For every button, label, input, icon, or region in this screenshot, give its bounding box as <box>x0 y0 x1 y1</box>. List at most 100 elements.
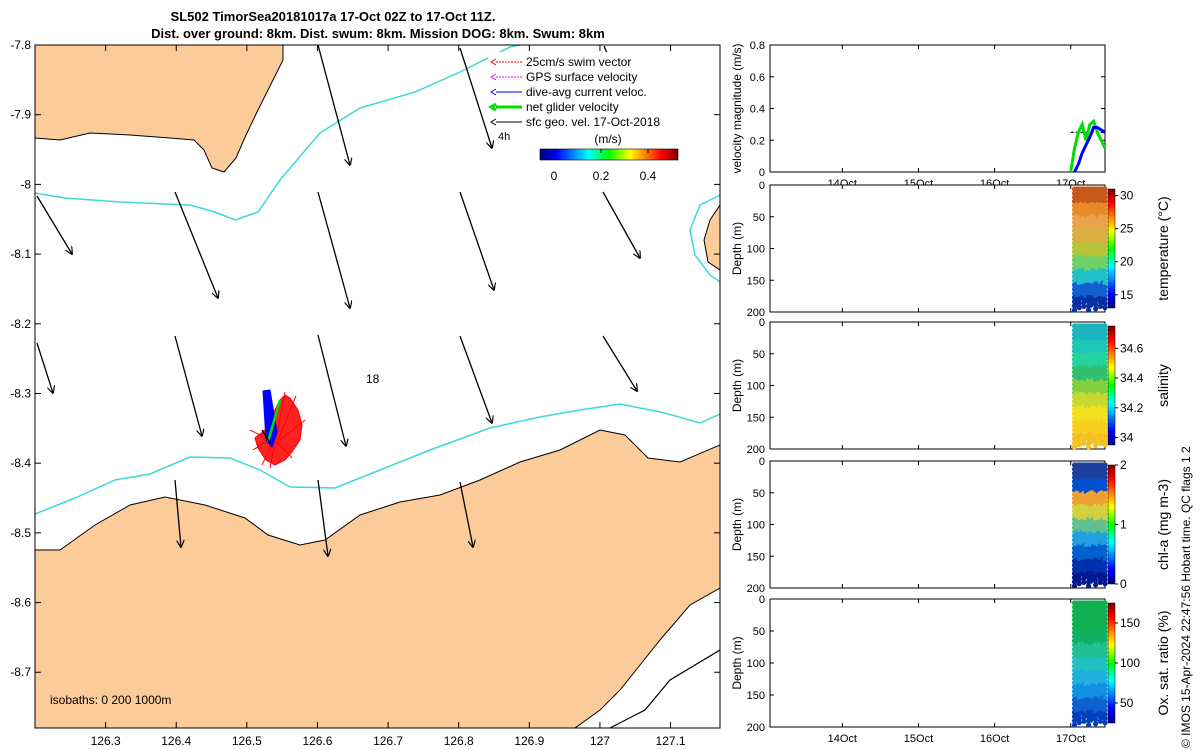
map-colorbar-tick-label: 0.2 <box>593 169 610 183</box>
colorbar-tick-label: 100 <box>1120 656 1140 670</box>
profile-point <box>1102 503 1108 509</box>
map-colorbar-tick-label: 0.4 <box>640 169 657 183</box>
legend-arrowhead <box>488 102 497 112</box>
profile-point <box>1102 654 1108 660</box>
panel-y-tick-label: 0 <box>759 180 765 192</box>
profile-point <box>1102 352 1108 358</box>
isobath-note: isobaths: 0 200 1000m <box>50 693 171 707</box>
profile-point <box>1102 478 1108 484</box>
panel-0: 14Oct 15Oct 16Oct 17Oct00.20.40.60.8velocit… <box>730 40 1107 190</box>
isobath-1000-south <box>609 649 720 728</box>
profile-point <box>1081 579 1087 586</box>
profile-point <box>1102 699 1108 705</box>
colorbar-tick-label: 25 <box>1120 222 1134 236</box>
profile-point <box>1102 239 1108 245</box>
panel-3: 0 50 100 150 200 Depth (m) 0 1 2 chl-a (mg m-3) <box>730 456 1171 595</box>
panel-frame <box>769 460 1106 589</box>
map-y-tick-label: -8.1 <box>10 247 31 261</box>
profile-point <box>1102 190 1108 196</box>
panel-y-tick-label: 100 <box>747 658 765 670</box>
panel-y-label: velocity magnitude (m/s) <box>730 43 744 173</box>
panel-y-tick-label: 0.4 <box>750 104 765 116</box>
profile-point <box>1102 409 1108 415</box>
map-y-tick-label: -8.6 <box>10 596 31 610</box>
profile-point <box>1102 202 1108 208</box>
panel-y-tick-label: 50 <box>753 212 765 224</box>
profile-point <box>1102 231 1108 237</box>
profile-point <box>1102 372 1108 378</box>
panel-y-tick-label: 100 <box>747 381 765 393</box>
credit-text: © IMOS 15-Apr-2024 22:47:56 Hobart time.… <box>1179 446 1193 748</box>
profile-point <box>1093 443 1099 449</box>
profile-point <box>1102 544 1108 550</box>
profile-point <box>1102 552 1108 558</box>
profile-point <box>1102 536 1108 542</box>
panel-y-tick-label: 0 <box>759 456 765 468</box>
profile-point <box>1102 331 1108 337</box>
legend-label-4: sfc geo. vel. 17-Oct-2018 <box>526 115 660 129</box>
profile-point <box>1102 251 1108 257</box>
profile-point <box>1102 292 1108 298</box>
panel-colorbar <box>1107 188 1116 309</box>
panel-y-label: Depth (m) <box>730 636 744 689</box>
profile-point <box>1102 272 1108 278</box>
profile-point <box>1102 616 1108 623</box>
profile-point <box>1071 722 1078 728</box>
panel-x-tick-label: 15Oct <box>904 733 933 745</box>
profile-point <box>1102 360 1108 366</box>
profile-point <box>1102 548 1108 554</box>
panel-x-tick-label: 14Oct <box>828 733 857 745</box>
profile-point <box>1102 678 1108 684</box>
profile-point <box>1076 305 1082 311</box>
profile-point <box>1076 576 1082 583</box>
profile-point <box>1102 397 1108 403</box>
colorbar-tick-label: 34.2 <box>1120 401 1144 415</box>
map-title-line2: Dist. over ground: 8km. Dist. swum: 8km.… <box>151 26 605 41</box>
profile-point <box>1102 625 1108 631</box>
profile-point <box>1102 255 1108 262</box>
map-frame <box>34 44 721 729</box>
profile-point <box>1093 717 1099 723</box>
profile-point <box>1102 720 1108 726</box>
colorbar-tick-label: 0 <box>1120 577 1127 591</box>
profile-point <box>1102 247 1108 253</box>
profile-point <box>1102 243 1108 249</box>
profile-point <box>1102 206 1108 212</box>
profile-point <box>1102 376 1108 382</box>
profile-point <box>1088 578 1094 584</box>
panel-y-tick-label: 0.6 <box>750 72 765 84</box>
profile-point <box>1102 568 1108 574</box>
colorbar-tick-label: 34.4 <box>1120 371 1144 385</box>
profile-point <box>1086 722 1092 728</box>
profile-point <box>1081 440 1087 446</box>
map-y-tick-label: -8.7 <box>10 665 31 679</box>
profile-point <box>1071 444 1078 450</box>
label-18: 18 <box>366 372 380 386</box>
profile-point <box>1102 194 1108 200</box>
profile-point <box>1102 429 1108 435</box>
panel-y-tick-label: 150 <box>747 412 765 424</box>
profile-point <box>1102 433 1108 439</box>
colorbar-tick-label: 30 <box>1120 189 1134 203</box>
colorbar-label: salinity <box>1155 364 1171 407</box>
map-x-tick-label: 126.7 <box>373 734 403 748</box>
colorbar-tick-label: 1 <box>1120 518 1127 532</box>
profile-point <box>1102 540 1108 546</box>
map-x-tick-label: 127 <box>590 734 610 748</box>
profile-point <box>1076 437 1082 444</box>
profile-point <box>1102 491 1108 497</box>
colorbar-tick-label: 20 <box>1120 255 1134 269</box>
map-x-tick-label: 126.4 <box>161 734 191 748</box>
profile-point <box>1071 583 1078 589</box>
profile-point <box>1102 296 1108 302</box>
panel-y-tick-label: 100 <box>747 520 765 532</box>
panel-y-tick-label: 0 <box>759 594 765 606</box>
profile-point <box>1076 442 1082 448</box>
profile-point <box>1102 486 1108 493</box>
profile-point <box>1102 413 1108 419</box>
profile-point <box>1102 388 1108 394</box>
profile-point <box>1102 715 1108 722</box>
profile-point <box>1102 343 1108 349</box>
land-north <box>35 45 284 173</box>
isobath-200-south <box>35 403 720 515</box>
